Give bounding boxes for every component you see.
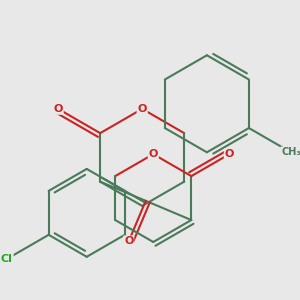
Text: O: O [225,149,234,159]
Text: O: O [148,149,158,159]
Text: O: O [124,236,134,246]
Text: O: O [137,104,147,114]
Text: O: O [53,104,63,114]
Text: CH₃: CH₃ [281,147,300,157]
Text: Cl: Cl [1,254,13,264]
